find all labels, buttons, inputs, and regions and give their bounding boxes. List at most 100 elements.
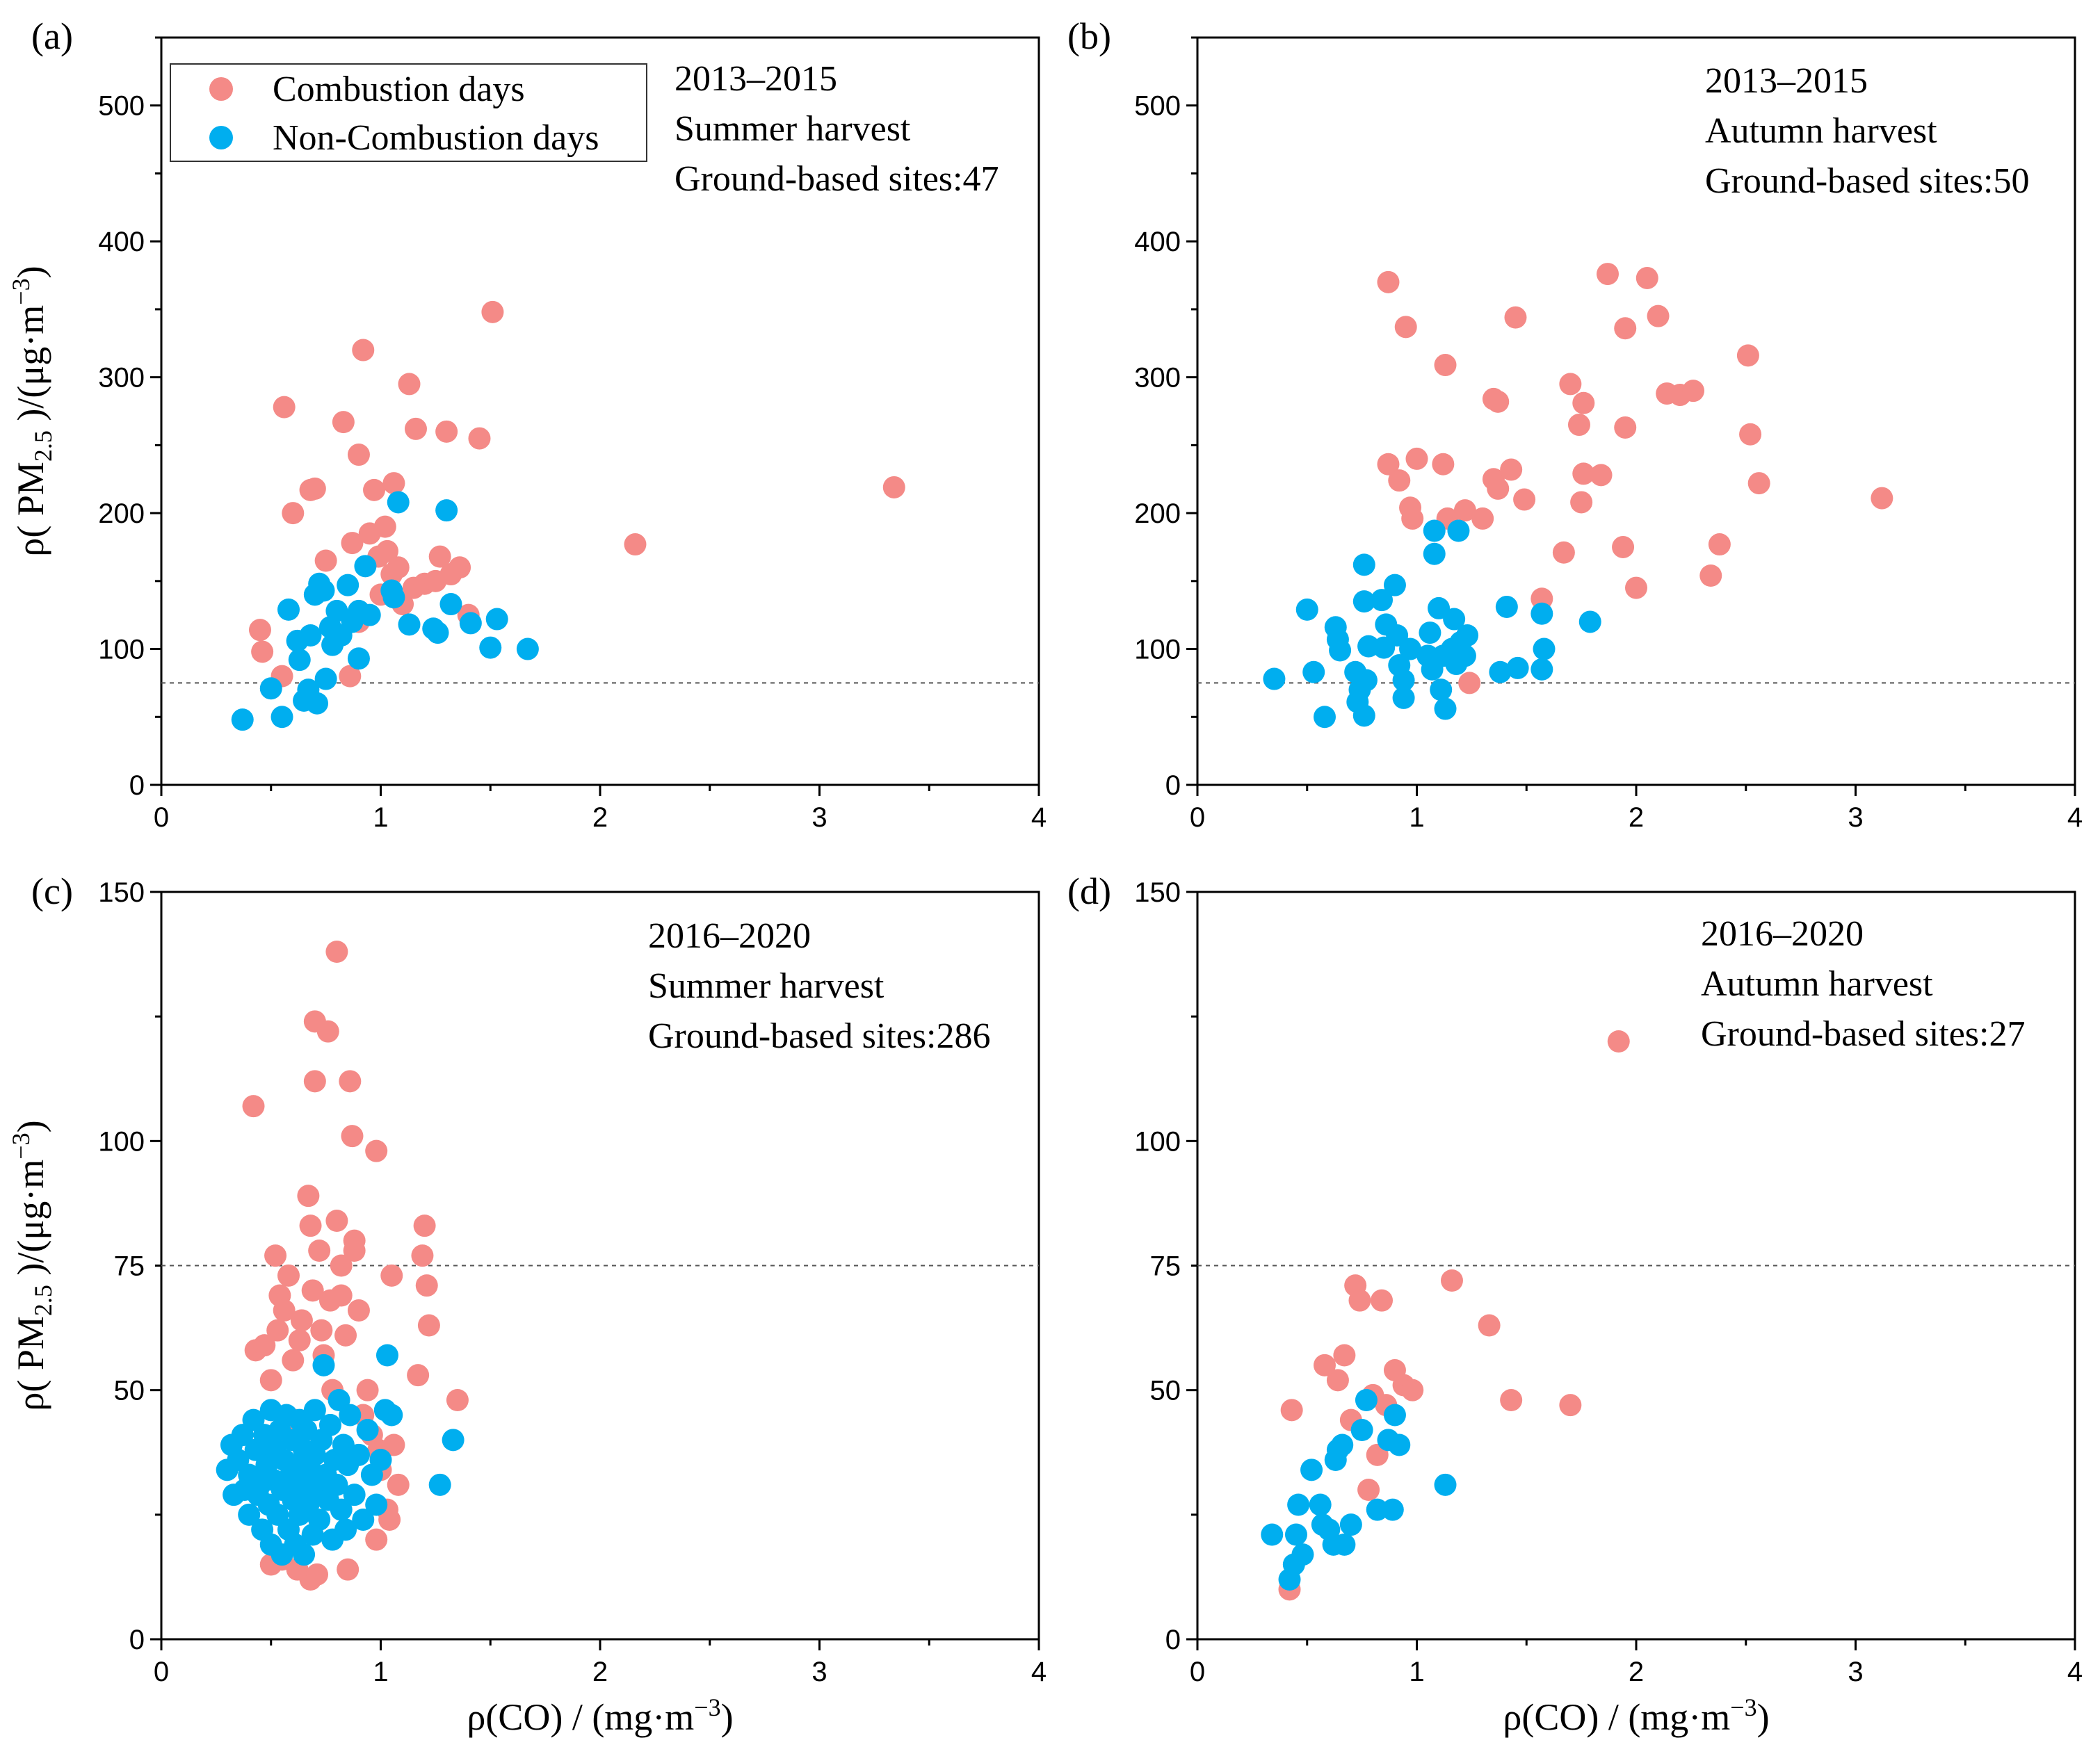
y-axis-label-part: )/(μg·m — [10, 1160, 51, 1285]
x-tick-label: 3 — [811, 802, 827, 833]
noncombustion-point — [1366, 1498, 1389, 1521]
combustion-point — [1357, 1479, 1380, 1501]
y-tick-label: 300 — [1134, 363, 1181, 393]
noncombustion-point — [325, 1473, 348, 1496]
y-tick-label: 0 — [129, 770, 145, 801]
noncombustion-point — [428, 1473, 451, 1496]
legend-combustion-label: Combustion days — [273, 70, 525, 109]
noncombustion-point — [325, 599, 348, 622]
x-tick-label: 0 — [154, 802, 169, 833]
noncombustion-point — [382, 586, 405, 609]
combustion-point — [1590, 464, 1613, 487]
combustion-point — [375, 539, 398, 562]
threshold-tick-label: 75 — [1150, 1251, 1181, 1282]
noncombustion-point — [354, 555, 377, 578]
noncombustion-point — [435, 499, 458, 522]
noncombustion-point — [1309, 1493, 1332, 1516]
x-tick-label: 2 — [592, 1657, 608, 1687]
combustion-point — [1388, 469, 1411, 492]
combustion-point — [1401, 1379, 1424, 1402]
y-tick-label: 100 — [98, 635, 145, 665]
y-axis-label-part: 2.5 — [29, 430, 57, 462]
noncombustion-point — [238, 1503, 261, 1526]
x-tick-label: 4 — [1031, 802, 1047, 833]
x-axis-label: ρ(CO) / (mg·m−3) — [467, 1693, 733, 1738]
combustion-series — [1278, 1030, 1630, 1601]
x-tick-label: 1 — [373, 802, 388, 833]
x-tick-label: 1 — [1409, 802, 1424, 833]
annotation-line: Autumn harvest — [1701, 964, 1933, 1004]
combustion-point — [404, 417, 427, 440]
x-tick-label: 4 — [1031, 1657, 1047, 1687]
panel-label: (d) — [1067, 870, 1111, 912]
noncombustion-point — [1443, 608, 1466, 631]
combustion-point — [1313, 1354, 1336, 1376]
combustion-point — [352, 339, 375, 361]
combustion-point — [297, 1185, 320, 1208]
combustion-point — [330, 1254, 353, 1277]
noncombustion-point — [306, 692, 329, 715]
x-tick-label: 2 — [1629, 802, 1644, 833]
combustion-point — [1747, 472, 1770, 495]
combustion-point — [380, 1264, 403, 1287]
y-tick-label: 0 — [1165, 1625, 1181, 1655]
combustion-point — [1453, 499, 1476, 522]
x-tick-label: 0 — [1190, 802, 1205, 833]
y-tick-label: 150 — [1134, 877, 1181, 908]
combustion-point — [347, 1299, 370, 1322]
noncombustion-point — [303, 1399, 326, 1422]
noncombustion-point — [1434, 1473, 1457, 1496]
x-axis-label: ρ(CO) / (mg·m−3) — [1503, 1693, 1769, 1738]
legend-noncombustion-label: Non-Combustion days — [273, 118, 599, 158]
noncombustion-point — [312, 579, 335, 602]
noncombustion-point — [1302, 660, 1325, 683]
y-tick-label: 0 — [129, 1625, 145, 1655]
noncombustion-point — [1352, 590, 1375, 613]
noncombustion-point — [358, 603, 381, 626]
noncombustion-point — [1489, 660, 1512, 683]
y-axis-label: ρ( PM2.5 )/(μg·m−3) — [7, 266, 57, 556]
combustion-point — [277, 1264, 300, 1287]
noncombustion-point — [387, 491, 410, 514]
combustion-point — [481, 300, 504, 323]
noncombustion-point — [1383, 1404, 1406, 1427]
combustion-point — [316, 1020, 339, 1043]
combustion-point — [1614, 416, 1637, 439]
noncombustion-point — [1506, 656, 1529, 679]
x-axis-label-part: ) — [1757, 1696, 1770, 1738]
noncombustion-point — [1430, 679, 1453, 701]
x-tick-label: 4 — [2067, 802, 2083, 833]
combustion-point — [339, 1070, 362, 1093]
combustion-point — [251, 640, 274, 663]
noncombustion-point — [1399, 637, 1422, 660]
annotation-line: Ground-based sites:47 — [675, 159, 999, 199]
combustion-point — [1570, 491, 1593, 514]
annotation-line: 2016–2020 — [1701, 914, 1864, 954]
noncombustion-point — [347, 647, 370, 670]
noncombustion-point — [1434, 697, 1457, 720]
noncombustion-point — [1313, 706, 1336, 729]
plot-frame — [1196, 36, 2076, 786]
combustion-point — [398, 373, 421, 396]
combustion-point — [242, 1095, 265, 1118]
combustion-point — [343, 1240, 366, 1262]
noncombustion-point — [352, 1509, 375, 1531]
combustion-point — [341, 532, 364, 555]
noncombustion-point — [1371, 589, 1394, 612]
noncombustion-point — [1355, 1389, 1378, 1411]
combustion-point — [290, 1309, 313, 1332]
noncombustion-point — [439, 593, 462, 616]
legend-combustion-marker — [209, 77, 233, 101]
panel-label: (a) — [31, 15, 73, 57]
noncombustion-point — [231, 708, 254, 731]
noncombustion-point — [1530, 602, 1553, 625]
noncombustion-point — [1392, 669, 1415, 692]
combustion-point — [282, 502, 305, 525]
y-tick-label: 500 — [1134, 91, 1181, 122]
y-tick-label: 200 — [98, 498, 145, 529]
combustion-point — [1478, 1314, 1501, 1337]
noncombustion-point — [318, 1413, 341, 1436]
noncombustion-point — [1456, 624, 1479, 647]
x-axis-label-part: ) — [721, 1696, 734, 1738]
combustion-point — [1377, 453, 1400, 476]
